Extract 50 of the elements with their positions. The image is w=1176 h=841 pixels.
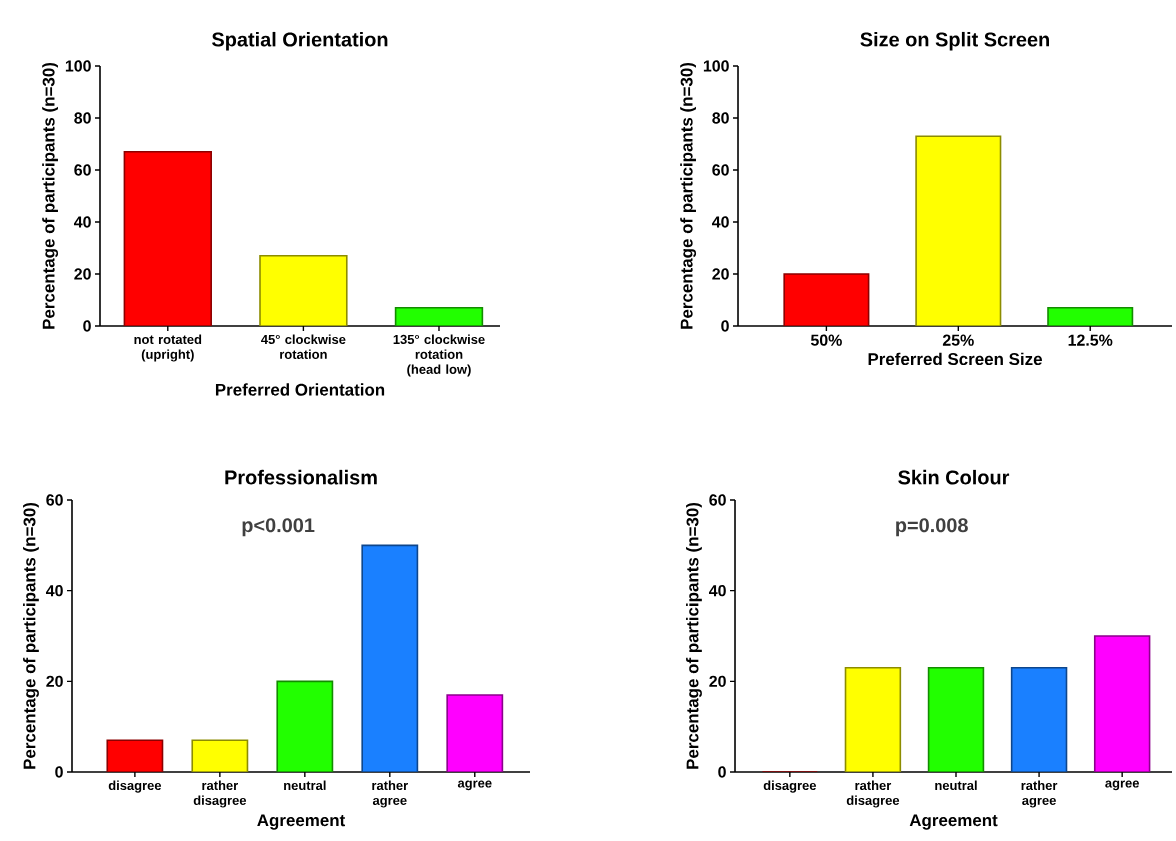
x-tick-label: agree bbox=[457, 780, 492, 791]
x-tick-label: neutral bbox=[935, 780, 977, 791]
y-tick-label: 40 bbox=[708, 585, 726, 597]
y-tick-label: 0 bbox=[721, 320, 729, 332]
x-tick-label: rather disagree bbox=[846, 780, 900, 808]
x-tick-label: 45° clockwise rotation bbox=[261, 334, 346, 359]
y-tick-label: 60 bbox=[709, 494, 726, 506]
y-tick-label: 100 bbox=[703, 60, 729, 72]
x-tick-label: 25% bbox=[942, 334, 974, 346]
x-tick-label: 12.5% bbox=[1068, 334, 1113, 346]
x-tick-label: agree bbox=[1105, 780, 1139, 791]
y-tick-label: 80 bbox=[74, 112, 91, 124]
x-tick-label: disagree bbox=[763, 780, 817, 793]
y-tick-label: 0 bbox=[83, 320, 91, 332]
y-tick-label: 40 bbox=[45, 585, 63, 597]
chart-title: Size on Split Screen bbox=[860, 31, 1049, 51]
y-tick-label: 20 bbox=[712, 268, 729, 280]
x-axis-title: Preferred Screen Size bbox=[868, 352, 1042, 366]
y-tick-label: 80 bbox=[712, 112, 729, 124]
x-tick-label: 135° clockwise rotation (head low) bbox=[393, 334, 485, 377]
annotation: p<0.001 bbox=[242, 518, 315, 537]
x-tick-label: rather agree bbox=[1021, 780, 1058, 808]
chart-title: Professionalism bbox=[225, 469, 377, 485]
x-axis-title: Agreement bbox=[257, 814, 346, 830]
annotation: p=0.008 bbox=[896, 518, 968, 537]
x-tick-label: rather disagree bbox=[193, 780, 247, 808]
x-tick-label: 50% bbox=[810, 334, 842, 346]
y-tick-label: 20 bbox=[46, 675, 63, 687]
y-tick-label: 60 bbox=[46, 494, 63, 506]
y-axis-title: Percentage of participants (n=30) bbox=[23, 502, 39, 769]
y-tick-label: 60 bbox=[74, 164, 91, 176]
y-tick-label: 20 bbox=[709, 675, 726, 687]
y-axis-title: Percentage of participants (n=30) bbox=[686, 502, 702, 769]
y-tick-label: 0 bbox=[55, 766, 63, 778]
y-tick-label: 40 bbox=[711, 216, 729, 228]
chart-title: Spatial Orientation bbox=[212, 31, 388, 51]
y-tick-label: 100 bbox=[65, 60, 91, 72]
y-axis-title: Percentage of participants (n=30) bbox=[680, 62, 697, 329]
x-axis-title: Preferred Orientation bbox=[215, 383, 385, 396]
y-tick-label: 20 bbox=[74, 268, 91, 280]
y-tick-label: 60 bbox=[712, 164, 729, 176]
y-tick-label: 0 bbox=[718, 766, 726, 778]
x-tick-label: not rotated (upright) bbox=[134, 334, 202, 362]
x-tick-label: disagree bbox=[108, 780, 162, 793]
x-tick-label: rather agree bbox=[372, 780, 408, 808]
x-tick-label: neutral bbox=[284, 780, 326, 791]
y-tick-label: 40 bbox=[73, 216, 91, 228]
y-axis-title: Percentage of participants (n=30) bbox=[42, 62, 59, 329]
chart-title: Skin Colour bbox=[898, 469, 1010, 485]
x-axis-title: Agreement bbox=[909, 814, 998, 830]
